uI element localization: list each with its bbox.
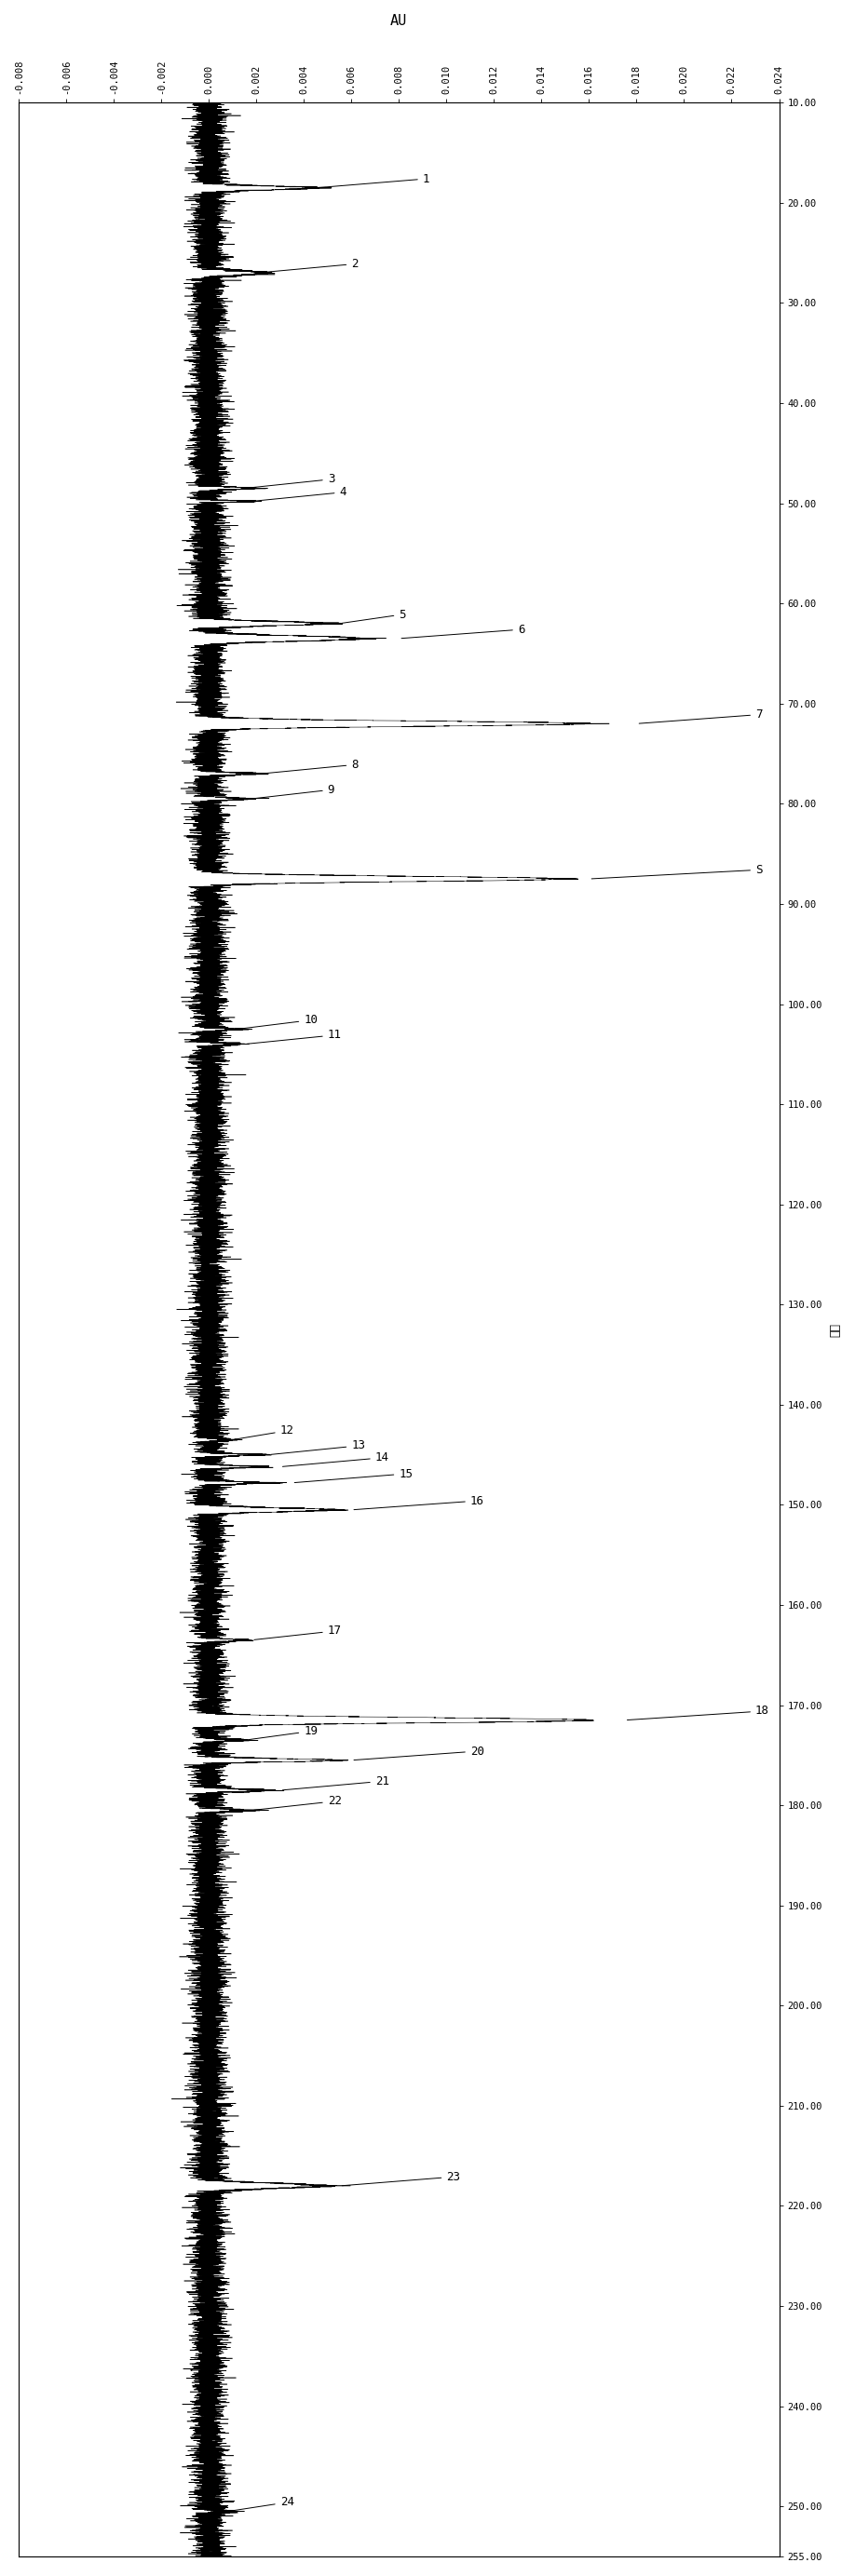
Text: 19: 19 xyxy=(247,1726,318,1739)
Text: 22: 22 xyxy=(254,1795,341,1811)
Text: 17: 17 xyxy=(254,1625,341,1641)
Text: 15: 15 xyxy=(294,1468,413,1484)
Text: 24: 24 xyxy=(230,2496,294,2512)
Text: 10: 10 xyxy=(240,1015,318,1028)
Text: 16: 16 xyxy=(354,1494,484,1510)
Text: 4: 4 xyxy=(254,487,346,502)
Text: 18: 18 xyxy=(628,1705,770,1721)
Text: 7: 7 xyxy=(639,708,763,724)
Text: 20: 20 xyxy=(354,1744,484,1759)
Text: S: S xyxy=(592,863,763,878)
Title: AU: AU xyxy=(391,13,407,28)
Y-axis label: 分钟: 分钟 xyxy=(828,1321,841,1337)
Text: 21: 21 xyxy=(283,1775,389,1790)
Text: 23: 23 xyxy=(342,2172,460,2184)
Text: 14: 14 xyxy=(283,1453,389,1466)
Text: 2: 2 xyxy=(259,258,358,273)
Text: 12: 12 xyxy=(235,1425,294,1440)
Text: 5: 5 xyxy=(342,608,406,623)
Text: 1: 1 xyxy=(318,173,429,188)
Text: 3: 3 xyxy=(247,474,334,487)
Text: 8: 8 xyxy=(263,757,358,773)
Text: 13: 13 xyxy=(271,1440,365,1455)
Text: 6: 6 xyxy=(402,623,525,639)
Text: 11: 11 xyxy=(247,1028,341,1043)
Text: 9: 9 xyxy=(254,783,334,799)
